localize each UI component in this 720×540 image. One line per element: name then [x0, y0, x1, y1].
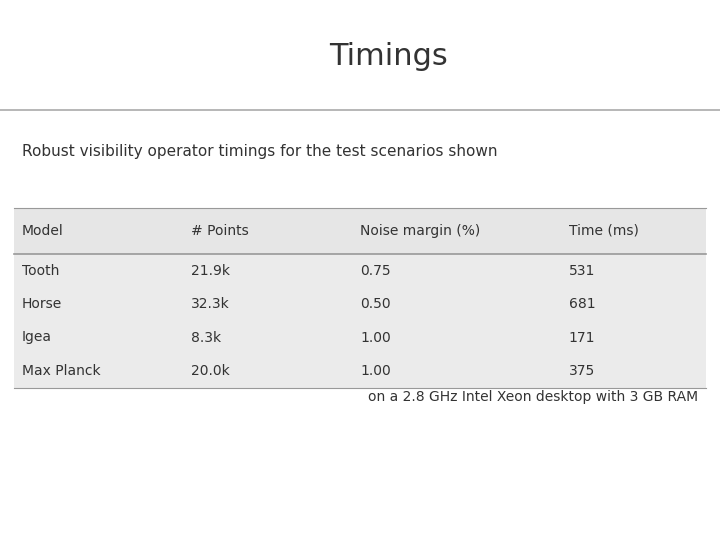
- Text: 0.75: 0.75: [360, 264, 391, 278]
- Text: 21.9k: 21.9k: [191, 264, 230, 278]
- Text: 0.50: 0.50: [360, 297, 391, 311]
- Text: Max Planck: Max Planck: [22, 364, 100, 378]
- Text: Noise margin (%): Noise margin (%): [360, 224, 480, 238]
- Text: 1.00: 1.00: [360, 330, 391, 345]
- Text: 32.3k: 32.3k: [191, 297, 230, 311]
- Text: 20.0k: 20.0k: [191, 364, 230, 378]
- Text: 8.3k: 8.3k: [191, 330, 221, 345]
- Text: 375: 375: [569, 364, 595, 378]
- Text: 1.00: 1.00: [360, 364, 391, 378]
- Text: 171: 171: [569, 330, 595, 345]
- Text: Time (ms): Time (ms): [569, 224, 639, 238]
- Text: # Points: # Points: [191, 224, 248, 238]
- Text: Tooth: Tooth: [22, 264, 59, 278]
- Text: Model: Model: [22, 224, 63, 238]
- Text: Timings: Timings: [330, 42, 448, 71]
- Text: on a 2.8 GHz Intel Xeon desktop with 3 GB RAM: on a 2.8 GHz Intel Xeon desktop with 3 G…: [368, 390, 698, 404]
- Text: Robust visibility operator timings for the test scenarios shown: Robust visibility operator timings for t…: [22, 144, 497, 159]
- Text: 531: 531: [569, 264, 595, 278]
- Text: 681: 681: [569, 297, 595, 311]
- Text: Horse: Horse: [22, 297, 62, 311]
- Text: Igea: Igea: [22, 330, 52, 345]
